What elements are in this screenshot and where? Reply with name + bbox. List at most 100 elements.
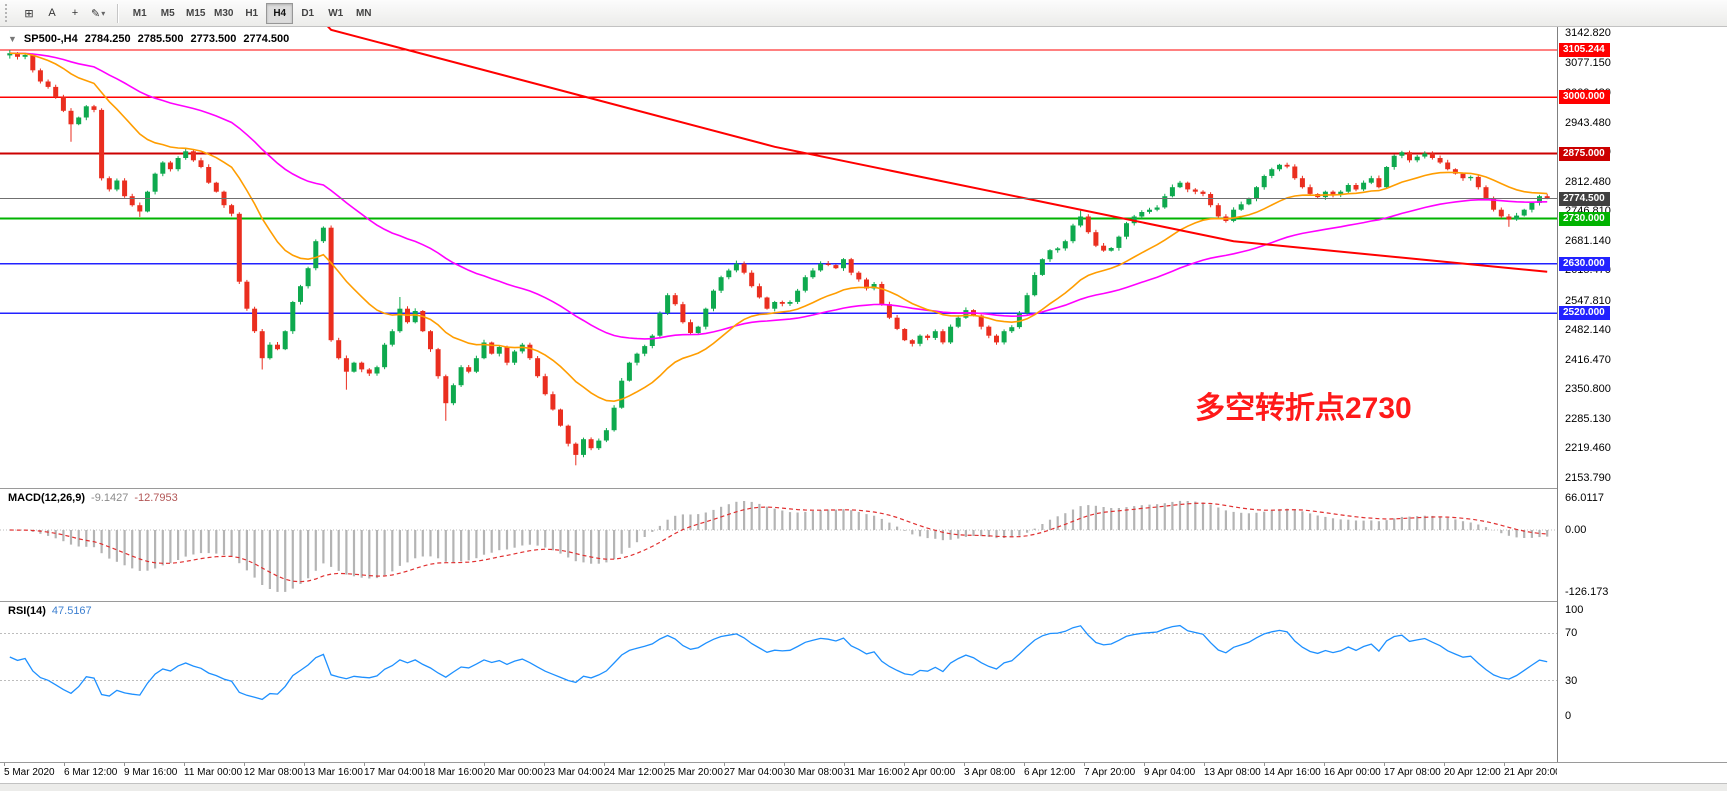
open-value: 2784.250 (84, 33, 131, 45)
time-axis-tick (1504, 763, 1505, 766)
price-line-badge: 3000.000 (1559, 90, 1610, 104)
time-axis-tick (184, 763, 185, 766)
price-line-badge: 2630.000 (1559, 257, 1610, 271)
draw-tools-button[interactable]: ✎ ▾ (87, 3, 109, 24)
time-axis-label: 20 Mar 00:00 (484, 767, 543, 778)
time-axis-tick (544, 763, 545, 766)
time-axis-label: 2 Apr 00:00 (904, 767, 956, 778)
price-line-badge: 2875.000 (1559, 147, 1610, 161)
time-axis-label: 11 Mar 00:00 (184, 767, 243, 778)
macd-signal-value: -12.7953 (134, 492, 178, 504)
price-axis-label: 2153.790 (1565, 472, 1611, 484)
text-annotation-button[interactable]: A (41, 3, 63, 24)
time-axis-label: 23 Mar 04:00 (544, 767, 603, 778)
price-line-badge: 3105.244 (1559, 43, 1610, 57)
time-axis-tick (4, 763, 5, 766)
time-axis-tick (1324, 763, 1325, 766)
time-axis-separator (0, 762, 1727, 763)
crosshair-icon: + (71, 7, 79, 19)
time-axis-tick (1024, 763, 1025, 766)
crosshair-button[interactable]: + (64, 3, 86, 24)
time-axis[interactable]: 5 Mar 2020 6 Mar 12:00 9 Mar 16:00 11 Mar 0… (0, 763, 1557, 783)
pane-separator[interactable] (0, 601, 1727, 602)
close-value: 2774.500 (243, 33, 290, 45)
time-axis-label: 12 Mar 08:00 (244, 767, 303, 778)
price-axis-label: 3077.150 (1565, 57, 1611, 69)
timeframe-button-w1[interactable]: W1 (322, 3, 349, 24)
time-axis-tick (1384, 763, 1385, 766)
time-axis-label: 31 Mar 16:00 (844, 767, 903, 778)
time-axis-label: 25 Mar 20:00 (664, 767, 723, 778)
rsi-axis-label: 30 (1565, 675, 1578, 687)
time-axis-tick (1144, 763, 1145, 766)
toolbar: ⊞ A + ✎ ▾ M1 M5 M15 M30 H1 H4 D1 W1 MN (0, 0, 1727, 27)
macd-title: MACD(12,26,9) -9.1427 -12.7953 (8, 492, 178, 504)
time-axis-tick (304, 763, 305, 766)
time-axis-label: 13 Mar 16:00 (304, 767, 363, 778)
price-axis-label: 2219.460 (1565, 442, 1611, 454)
rsi-pane: RSI(14) 47.5167 (0, 602, 1557, 762)
price-axis-label: 2812.480 (1565, 176, 1611, 188)
price-axis-label: 2482.140 (1565, 324, 1611, 336)
toolbar-separator (117, 3, 119, 23)
price-axis-label: 2350.800 (1565, 383, 1611, 395)
timeframe-toolbar: M1 M5 M15 M30 H1 H4 D1 W1 MN (126, 2, 377, 24)
time-axis-tick (664, 763, 665, 766)
rsi-label: RSI(14) (8, 605, 46, 617)
dropdown-caret-icon: ▾ (101, 8, 106, 18)
symbol-dropdown-icon[interactable]: ▼ (8, 34, 17, 44)
price-axis-label: 2547.810 (1565, 295, 1611, 307)
time-axis-tick (964, 763, 965, 766)
time-axis-label: 20 Apr 12:00 (1444, 767, 1501, 778)
draw-tools-icon: ✎ (91, 7, 101, 20)
high-value: 2785.500 (137, 33, 184, 45)
time-axis-label: 21 Apr 20:00 (1504, 767, 1557, 778)
price-line-badge: 2774.500 (1559, 192, 1610, 206)
macd-axis-label: -126.173 (1565, 586, 1609, 598)
price-axis[interactable]: 3142.8203077.1503009.4802943.4802877.810… (1557, 27, 1727, 762)
time-axis-label: 9 Mar 16:00 (124, 767, 178, 778)
macd-main-value: -9.1427 (91, 492, 129, 504)
timeframe-button-m5[interactable]: M5 (154, 3, 181, 24)
timeframe-button-d1[interactable]: D1 (294, 3, 321, 24)
toolbar-grip[interactable] (5, 4, 11, 22)
status-bar (0, 783, 1727, 791)
time-axis-label: 6 Apr 12:00 (1024, 767, 1076, 778)
price-line-badge: 2730.000 (1559, 212, 1610, 226)
tile-windows-button[interactable]: ⊞ (18, 3, 40, 24)
candlestick-chart[interactable] (0, 27, 1557, 488)
rsi-axis-label: 70 (1565, 627, 1578, 639)
time-axis-tick (64, 763, 65, 766)
time-axis-tick (244, 763, 245, 766)
rsi-chart[interactable] (0, 602, 1557, 762)
rsi-axis-label: 100 (1565, 604, 1584, 616)
macd-label: MACD(12,26,9) (8, 492, 86, 504)
pane-separator[interactable] (0, 488, 1727, 489)
time-axis-tick (724, 763, 725, 766)
time-axis-label: 17 Mar 04:00 (364, 767, 423, 778)
timeframe-button-m15[interactable]: M15 (182, 3, 209, 24)
price-axis-label: 2943.480 (1565, 117, 1611, 129)
price-line-badge: 2520.000 (1559, 306, 1610, 320)
time-axis-label: 13 Apr 08:00 (1204, 767, 1261, 778)
price-axis-label: 2285.130 (1565, 413, 1611, 425)
timeframe-button-mn[interactable]: MN (350, 3, 377, 24)
price-axis-label: 3142.820 (1565, 27, 1611, 39)
time-axis-tick (1444, 763, 1445, 766)
timeframe-button-h1[interactable]: H1 (238, 3, 265, 24)
time-axis-tick (844, 763, 845, 766)
time-axis-label: 27 Mar 04:00 (724, 767, 783, 778)
time-axis-label: 9 Apr 04:00 (1144, 767, 1196, 778)
timeframe-button-h4[interactable]: H4 (266, 2, 294, 24)
timeframe-button-m1[interactable]: M1 (126, 3, 153, 24)
timeframe-button-m30[interactable]: M30 (210, 3, 237, 24)
time-axis-label: 18 Mar 16:00 (424, 767, 483, 778)
time-axis-tick (1204, 763, 1205, 766)
time-axis-label: 17 Apr 08:00 (1384, 767, 1441, 778)
price-axis-label: 2681.140 (1565, 235, 1611, 247)
chart-annotation[interactable]: 多空转折点2730 (1195, 392, 1412, 425)
rsi-axis-label: 0 (1565, 710, 1572, 722)
price-axis-label: 2416.470 (1565, 354, 1611, 366)
macd-chart[interactable] (0, 489, 1557, 601)
time-axis-tick (1084, 763, 1085, 766)
